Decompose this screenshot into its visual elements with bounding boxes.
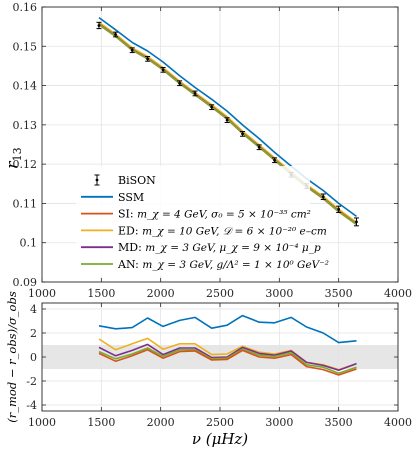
bison-point — [337, 207, 341, 211]
legend: BiSON SSM SI: m_χ = 4 GeV, σ₀ = 5 × 10⁻³⁵ … — [76, 166, 329, 276]
bottom-y-axis-label: (r_mod − r_obs)/σ_obs — [5, 291, 19, 423]
series-md-line — [98, 343, 357, 372]
y-tick-label: 0.13 — [13, 119, 38, 132]
y-label-symbol: r — [3, 161, 21, 169]
bison-point — [321, 195, 325, 199]
x-axis-label: ν (μHz) — [192, 430, 248, 448]
x-tick-label: 1500 — [87, 416, 115, 429]
bison-point — [146, 57, 150, 61]
x-tick-label: 4000 — [384, 416, 412, 429]
series-ssm-line — [98, 16, 357, 218]
x-tick-label: 1500 — [87, 287, 115, 300]
bison-point — [114, 33, 117, 36]
y-tick-label: 0.14 — [13, 80, 38, 93]
y-tick-label: 0.16 — [13, 1, 38, 14]
plot-frame — [41, 302, 399, 412]
bison-point — [130, 48, 134, 52]
plot-frame — [41, 6, 399, 283]
x-tick-label: 3000 — [265, 287, 293, 300]
legend-bison-label: BiSON — [118, 174, 156, 187]
legend-series-params: m_χ = 4 GeV, σ₀ = 5 × 10⁻³⁵ cm² — [137, 209, 311, 221]
y-tick-label: -4 — [26, 399, 37, 412]
y-tick-label: 0.09 — [13, 276, 38, 289]
y-tick-label: 4 — [30, 303, 37, 316]
bottom-panel: 1000 1500 2000 2500 3000 3500 4000 -4 -2 0 2 4 — [26, 302, 412, 429]
x-tick-label: 2500 — [206, 287, 234, 300]
legend-si-label: SI: m_χ = 4 GeV, σ₀ = 5 × 10⁻³⁵ cm² — [118, 208, 311, 221]
legend-series-name: ED: — [118, 224, 142, 237]
bison-point — [193, 92, 197, 95]
y-tick-label: 2 — [30, 327, 37, 340]
y-tick-label: 0 — [30, 351, 37, 364]
legend-series-name: BiSON — [118, 174, 156, 187]
x-tick-label: 2000 — [147, 287, 175, 300]
x-tick-label: 3500 — [325, 287, 353, 300]
series-ssm-line — [98, 314, 357, 344]
legend-ed-label: ED: m_χ = 10 GeV, 𝒟 = 6 × 10⁻²⁰ e–cm — [118, 224, 327, 237]
bison-point — [210, 105, 214, 109]
bison-point — [161, 68, 165, 72]
legend-series-name: MD: — [118, 241, 145, 254]
series-an-line — [98, 347, 357, 375]
y-tick-label: -2 — [26, 375, 37, 388]
bison-point — [257, 145, 261, 149]
bison-point — [241, 132, 244, 136]
legend-bison-marker — [95, 178, 99, 182]
legend-series-params: m_χ = 3 GeV, g/Λ² = 1 × 10⁰ GeV⁻² — [142, 259, 329, 271]
legend-series-params: m_χ = 3 GeV, μ_χ = 9 × 10⁻⁴ μ_p — [145, 242, 321, 254]
bison-point — [178, 81, 182, 85]
y-tick-label: 0.15 — [13, 40, 38, 53]
legend-series-name: SI: — [118, 208, 137, 221]
y-tick-label: 0.11 — [13, 197, 38, 210]
y-tick-label: 0.12 — [13, 158, 38, 171]
x-tick-label: 4000 — [384, 287, 412, 300]
x-tick-label: 3500 — [325, 416, 353, 429]
x-tick-label: 2000 — [147, 416, 175, 429]
y-label-subscript: 13 — [11, 147, 24, 161]
legend-md-label: MD: m_χ = 3 GeV, μ_χ = 9 × 10⁻⁴ μ_p — [118, 241, 321, 254]
bison-point — [273, 158, 276, 162]
x-tick-label: 2500 — [206, 416, 234, 429]
legend-an-label: AN: m_χ = 3 GeV, g/Λ² = 1 × 10⁰ GeV⁻² — [117, 258, 329, 271]
axis-labels: r13 (r_mod − r_obs)/σ_obs ν (μHz) — [3, 147, 248, 448]
legend-series-name: SSM — [118, 191, 144, 204]
x-tick-label: 1000 — [28, 287, 56, 300]
legend-series-name: AN: — [117, 258, 142, 271]
x-tick-label: 1000 — [28, 416, 56, 429]
bison-point — [225, 118, 229, 122]
legend-ssm-label: SSM — [118, 191, 144, 204]
legend-series-params: m_χ = 10 GeV, 𝒟 = 6 × 10⁻²⁰ e–cm — [142, 225, 327, 237]
legend-background — [76, 166, 310, 276]
bison-point — [97, 24, 101, 27]
series-si-line — [98, 348, 357, 376]
top-y-axis-label: r13 — [3, 147, 24, 168]
y-tick-label: 0.1 — [20, 237, 38, 250]
x-tick-label: 3000 — [265, 416, 293, 429]
series-ed-line — [98, 21, 357, 223]
bison-point — [355, 220, 358, 224]
